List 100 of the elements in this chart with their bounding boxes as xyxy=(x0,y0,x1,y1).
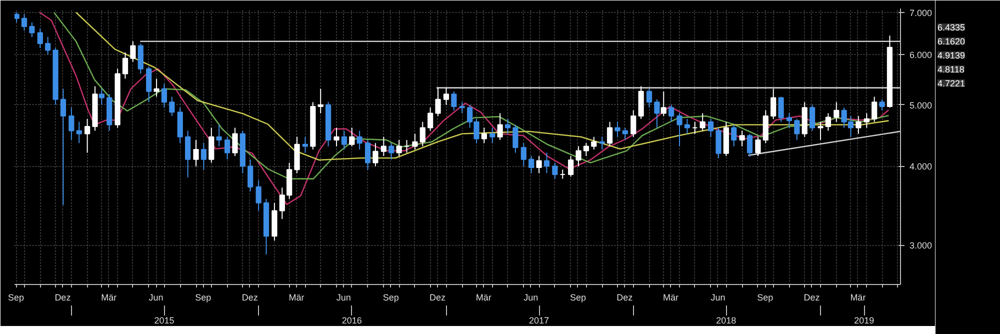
x-tick-label: Dez xyxy=(804,292,820,302)
x2-tick-label: 2015 xyxy=(154,316,174,326)
candlestick xyxy=(536,156,542,174)
candlestick xyxy=(746,133,753,158)
candlestick xyxy=(544,152,550,174)
x2-tick-label: 2018 xyxy=(716,316,736,326)
candlestick xyxy=(451,90,457,111)
candlestick xyxy=(692,121,698,134)
candlestick xyxy=(248,158,254,192)
candlestick xyxy=(334,127,340,147)
candlestick xyxy=(739,130,745,147)
candlestick xyxy=(84,118,90,154)
x-tick-label: Mär xyxy=(101,292,117,302)
candlestick xyxy=(122,52,128,80)
candlestick xyxy=(520,142,526,167)
x-tick-label: Sep xyxy=(195,292,212,302)
candlestick xyxy=(614,121,620,138)
candlestick xyxy=(372,142,378,167)
candlestick xyxy=(560,169,566,180)
x-tick-label: Mär xyxy=(476,292,492,302)
candlestick xyxy=(161,83,168,108)
candlestick xyxy=(356,130,362,150)
candlestick xyxy=(684,118,690,134)
candlestick xyxy=(184,130,191,178)
candlestick xyxy=(68,107,74,140)
x2-tick-label: 2016 xyxy=(342,316,362,326)
candlestick xyxy=(200,142,207,170)
x-tick-label: Jun xyxy=(148,292,164,302)
x2-tick-label: 2019 xyxy=(854,316,874,326)
candlestick xyxy=(208,127,214,164)
candlestick xyxy=(146,66,152,103)
x-tick-label: Dez xyxy=(616,292,634,302)
candlestick xyxy=(76,121,82,144)
y-tick-label: 7.000 xyxy=(910,8,932,18)
x-tick-label: Sep xyxy=(8,292,24,302)
candlestick xyxy=(435,87,441,117)
candlestick xyxy=(872,96,878,122)
candlestick xyxy=(14,12,20,23)
candlestick xyxy=(21,14,28,32)
candlestick xyxy=(302,136,308,154)
y-tick-label: 3.000 xyxy=(910,240,932,251)
candlestick xyxy=(864,112,870,128)
x2-tick-label: 2017 xyxy=(529,316,550,326)
candlestick xyxy=(443,87,450,106)
candlestick xyxy=(825,112,832,132)
candlestick xyxy=(755,136,761,157)
text: 6.4335 xyxy=(938,22,966,32)
candlestick xyxy=(660,90,666,117)
candlestick xyxy=(396,139,402,157)
candlestick xyxy=(60,88,66,206)
candlestick xyxy=(599,136,605,150)
candlestick xyxy=(349,127,355,147)
candlestick xyxy=(700,112,706,132)
candlestick xyxy=(364,139,371,170)
x-tick-label: Dez xyxy=(54,292,72,302)
candlestick xyxy=(504,118,511,134)
candlestick xyxy=(216,124,222,147)
candlestick xyxy=(630,110,636,138)
candlestick xyxy=(583,142,590,157)
candlestick xyxy=(341,130,347,150)
x-tick-label: Sep xyxy=(757,292,774,302)
candlestick xyxy=(818,121,824,140)
candlestick xyxy=(29,22,35,38)
x-tick-label: Sep xyxy=(570,292,586,302)
candlestick xyxy=(879,98,885,111)
candlestick xyxy=(856,116,862,134)
candlestick xyxy=(762,110,768,144)
candlestick xyxy=(654,98,660,128)
candlestick xyxy=(169,96,175,117)
x-tick-label: Dez xyxy=(430,292,446,302)
x-tick-label: Jun xyxy=(336,292,351,302)
x-tick-label: Jun xyxy=(524,292,538,302)
candlestick xyxy=(232,127,238,157)
candlestick xyxy=(404,139,410,154)
candlestick xyxy=(810,104,816,132)
y-tick-label: 4.000 xyxy=(910,162,932,172)
candlestick xyxy=(459,102,465,114)
candlestick xyxy=(412,133,418,150)
candlestick xyxy=(98,88,104,106)
text: 4.8118 xyxy=(938,64,964,74)
candlestick xyxy=(130,40,136,62)
candlestick xyxy=(716,127,722,159)
candlestick xyxy=(224,136,230,160)
candlestick xyxy=(786,112,792,128)
candlestick xyxy=(318,88,324,114)
candlestick xyxy=(388,142,394,160)
candlestick xyxy=(646,88,652,108)
y-tick-label: 5.000 xyxy=(910,100,932,110)
candlestick xyxy=(512,124,518,154)
candlestick xyxy=(154,78,160,98)
candlestick xyxy=(420,121,426,147)
candlestick xyxy=(794,118,800,140)
candlestick xyxy=(256,180,262,212)
candlestick xyxy=(676,112,682,147)
candlestick xyxy=(770,88,776,120)
candlestick xyxy=(428,107,434,132)
text: 4.7221 xyxy=(938,78,966,88)
candlestick xyxy=(380,136,386,157)
candlestick xyxy=(576,146,582,167)
candlestick xyxy=(834,102,840,122)
